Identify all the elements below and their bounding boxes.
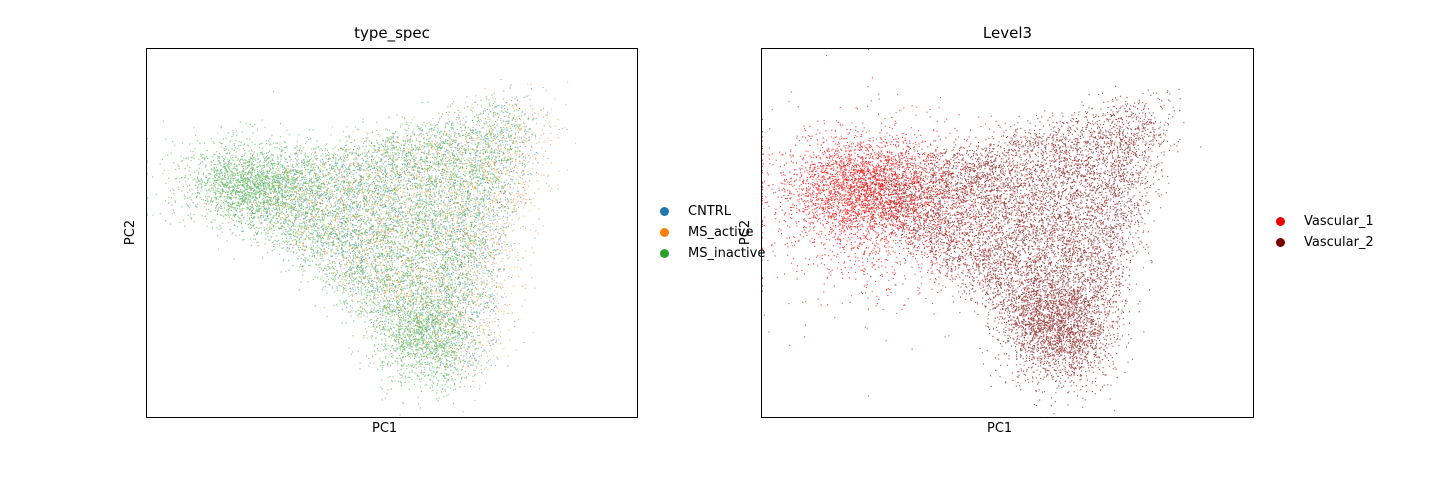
axes-frame	[761, 48, 1254, 418]
point-cloud	[198, 87, 568, 390]
legend-swatch	[1276, 238, 1285, 247]
legend-label: MS_active	[688, 225, 754, 240]
legend-label: Vascular_2	[1304, 235, 1374, 250]
point-cloud	[762, 49, 1058, 397]
legend-swatch	[660, 249, 669, 258]
panel2-plot	[761, 48, 1254, 419]
legend-label: Vascular_1	[1304, 214, 1374, 229]
series-cntrl	[198, 87, 568, 390]
legend-item: CNTRL	[660, 201, 765, 222]
legend-swatch	[660, 228, 669, 237]
legend-swatch	[660, 207, 669, 216]
point-cloud	[204, 81, 577, 402]
legend-label: MS_inactive	[688, 246, 766, 261]
panel1-title: type_spec	[354, 24, 430, 42]
panel2-legend: Vascular_1 Vascular_2	[1276, 211, 1374, 253]
series-ms_active	[204, 81, 577, 402]
panel2-ylabel: PC2	[738, 219, 754, 246]
series-vascular_1	[762, 49, 1058, 397]
point-cloud	[147, 78, 552, 419]
legend-swatch	[1276, 217, 1285, 226]
legend-item: MS_active	[660, 222, 765, 243]
panel1-legend: CNTRL MS_active MS_inactive	[660, 201, 765, 264]
point-cloud	[828, 85, 1202, 419]
series-ms_inactive	[147, 78, 552, 419]
series-vascular_2	[828, 85, 1202, 419]
panel2-title: Level3	[982, 24, 1033, 42]
panel1-xlabel: PC1	[372, 421, 398, 436]
legend-item: Vascular_2	[1276, 232, 1374, 253]
legend-item: MS_inactive	[660, 243, 765, 264]
legend-label: CNTRL	[688, 204, 732, 219]
panel2-xlabel: PC1	[987, 421, 1013, 436]
panel1-plot	[146, 48, 638, 419]
panel1-ylabel: PC2	[123, 219, 139, 246]
legend-item: Vascular_1	[1276, 211, 1374, 232]
axes-frame	[146, 48, 638, 418]
